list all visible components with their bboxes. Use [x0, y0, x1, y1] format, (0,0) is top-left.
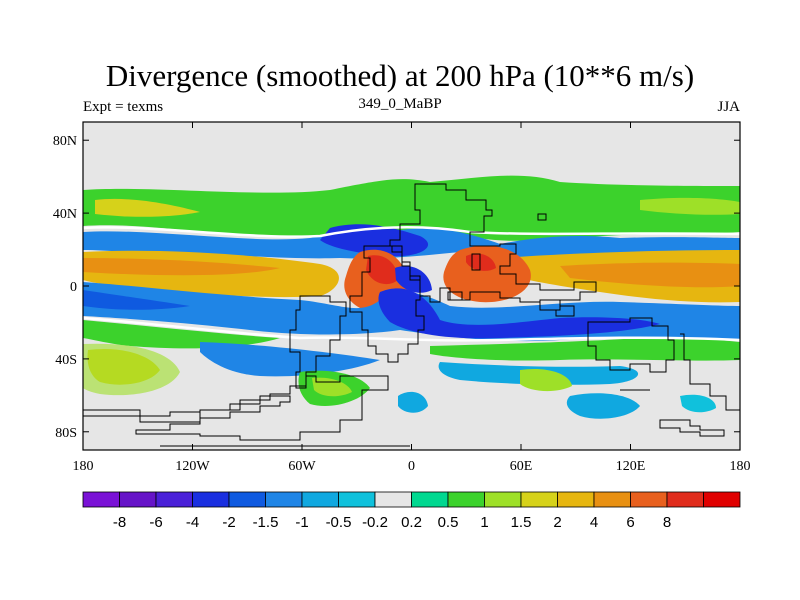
lat-tick-label: 40N: [53, 207, 77, 222]
colorbar-swatch: [630, 491, 668, 508]
colorbar-label: 0.5: [438, 514, 459, 531]
lon-tick-label: 60E: [510, 459, 533, 474]
zero-contour-north: [83, 225, 740, 238]
small-island: [537, 213, 547, 221]
antarctica-outline: [83, 375, 389, 441]
east-antarctica-outline: [659, 419, 725, 437]
far-south-blue-patch: [566, 393, 640, 419]
colorbar-swatch: [593, 491, 631, 508]
case-label: 349_0_MaBP: [358, 96, 442, 112]
colorbar-label: -6: [149, 514, 162, 531]
lat-tick-label: 80N: [53, 134, 77, 149]
colorbar-swatch: [484, 491, 522, 508]
colorbar-label: -2: [222, 514, 235, 531]
far-south-blue-patch-2: [680, 394, 716, 413]
colorbar-swatch: [520, 491, 558, 508]
north-positive-band: [83, 175, 740, 241]
longitude-axis: 180 120W 60W 0 60E 120E 180: [73, 122, 751, 474]
colorbar-swatch: [557, 491, 595, 508]
lat-tick-label: 40S: [55, 353, 77, 368]
north-africa-block: [447, 291, 463, 301]
north-yellow-patch-2: [640, 197, 740, 215]
colorbar-label: 6: [626, 514, 634, 531]
lat-tick-label: 80S: [55, 426, 77, 441]
colorbar-label: 0.2: [401, 514, 422, 531]
colorbar-swatch: [228, 491, 266, 508]
latitude-axis: 80N 40N 0 40S 80S: [53, 134, 740, 441]
lon-tick-label: 120E: [616, 459, 646, 474]
colorbar-swatch: [703, 491, 741, 508]
south-positive-band-2: [430, 337, 740, 361]
colorbar-swatch: [411, 491, 449, 508]
divergence-field: [83, 122, 740, 450]
lon-tick-label: 60W: [288, 459, 316, 474]
west-pacific-dark-blue: [83, 290, 190, 310]
colorbar-label: 2: [553, 514, 561, 531]
coastlines: [83, 183, 740, 447]
colorbar-label: 1: [480, 514, 488, 531]
colorbar-swatch: [666, 491, 704, 508]
season-label: JJA: [717, 99, 740, 115]
colorbar-label: 4: [590, 514, 598, 531]
arabia-outline: [471, 253, 481, 271]
asia-divergence-core: [443, 245, 531, 303]
colorbar-label: -4: [186, 514, 199, 531]
lon-tick-label: 180: [730, 459, 751, 474]
lon-tick-label: 120W: [175, 459, 210, 474]
australia-outline: [587, 317, 675, 373]
colorbar-label: -0.2: [362, 514, 388, 531]
central-blue-tongue: [395, 266, 432, 293]
south-positive-band: [83, 320, 280, 349]
colorbar-label: -0.5: [326, 514, 352, 531]
colorbar-swatch: [447, 491, 485, 508]
africa-outline: [349, 245, 425, 363]
east-orange-core: [560, 262, 740, 288]
colorbar-label: -1.5: [253, 514, 279, 531]
colorbar-swatch: [265, 491, 303, 508]
indonesia-outline: [539, 299, 575, 317]
zero-contour-south: [83, 316, 740, 342]
colorbar-swatch: [374, 491, 412, 508]
south-america-outline: [289, 295, 347, 389]
colorbar-swatch: [301, 491, 339, 508]
asia-divergence-peak: [466, 253, 496, 271]
colorbar-swatch: [338, 491, 376, 508]
plot-title: Divergence (smoothed) at 200 hPa (10**6 …: [105, 58, 695, 93]
south-atlantic-blue: [398, 391, 428, 413]
north-yellow-patch: [95, 198, 200, 217]
africa-divergence-peak: [366, 255, 398, 285]
colorbar-swatch: [119, 491, 157, 508]
colorbar-label: -8: [113, 514, 126, 531]
lat-tick-label: 0: [70, 280, 77, 295]
eurasia-outline: [389, 183, 597, 311]
colorbar-label: 1.5: [511, 514, 532, 531]
south-negative-band: [200, 342, 380, 377]
equatorial-dark-blue-core: [378, 288, 660, 339]
lon-tick-label: 180: [73, 459, 94, 474]
colorbar-swatch: [155, 491, 193, 508]
colorbar: -8 -6 -4 -2 -1.5 -1 -0.5 -0.2 0.2 0.5 1 1.5 2 4 6 8: [82, 491, 741, 531]
experiment-label: Expt = texms: [83, 99, 164, 115]
colorbar-label: -1: [295, 514, 308, 531]
lon-tick-label: 0: [408, 459, 415, 474]
colorbar-swatch: [82, 491, 120, 508]
south-pacific-green: [520, 368, 572, 392]
colorbar-swatch: [192, 491, 230, 508]
south-green-ring: [83, 343, 180, 396]
colorbar-label: 8: [663, 514, 671, 531]
equatorial-orange-core: [83, 258, 280, 276]
southern-coast-east: [680, 333, 740, 411]
